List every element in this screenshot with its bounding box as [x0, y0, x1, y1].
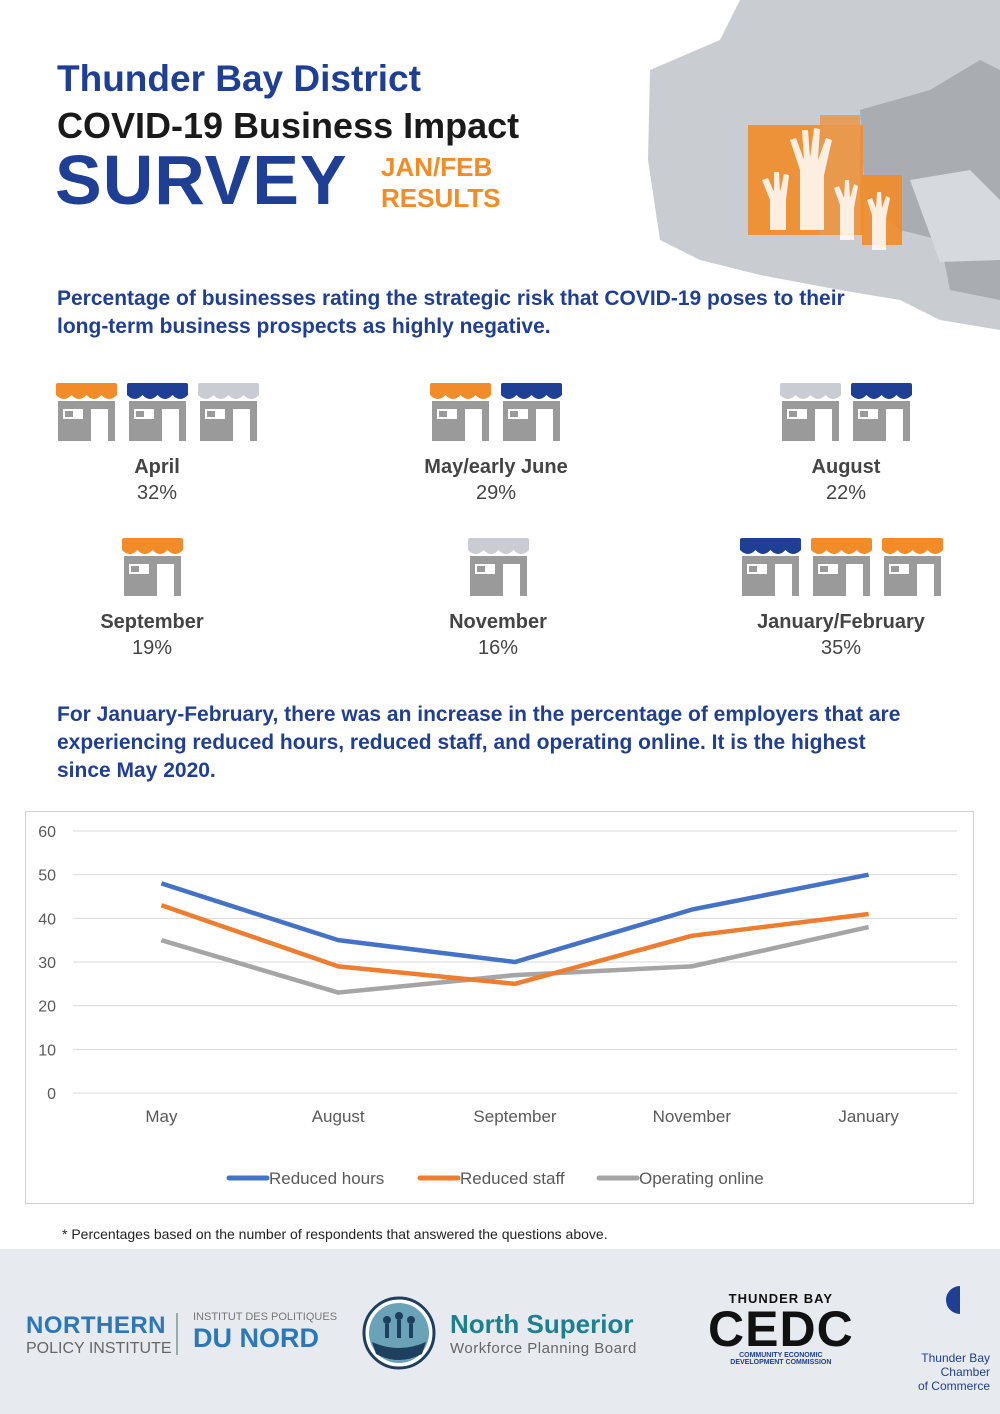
stat-value: 16%: [477, 637, 519, 659]
y-tick-label: 10: [38, 1042, 56, 1059]
storefront-icon: [55, 383, 117, 441]
cedc-wordmark: CEDC: [708, 1301, 854, 1357]
x-tick-label: August: [312, 1107, 365, 1126]
cedc-top: THUNDER BAY: [728, 1291, 834, 1306]
stat-value: 35%: [820, 637, 862, 659]
stat-block: May/early June 29%: [366, 383, 626, 505]
storefront-icons: [711, 538, 971, 598]
storefront-icons: [27, 383, 287, 443]
nswpb-emblem-icon: [362, 1296, 436, 1370]
section-heading-risk: Percentage of businesses rating the stra…: [57, 287, 845, 338]
y-tick-label: 20: [38, 999, 56, 1016]
logo-divider: [176, 1313, 178, 1355]
chamber-emblem-icon: [928, 1278, 960, 1342]
stat-block: January/February 35%: [711, 538, 971, 660]
nswpb-logo: North Superior Workforce Planning Board: [362, 1296, 637, 1370]
idn-logo: INSTITUT DES POLITIQUES DU NORD: [193, 1311, 337, 1354]
x-tick-label: September: [473, 1107, 556, 1126]
y-tick-label: 40: [38, 911, 56, 928]
storefront-icon: [810, 538, 872, 596]
cedc-logo: THUNDER BAY CEDC COMMUNITY ECONOMIC DEVE…: [708, 1291, 854, 1366]
npi-subname: POLICY INSTITUTE: [26, 1340, 172, 1357]
storefront-icon: [780, 383, 841, 441]
results-badge: JAN/FEB RESULTS: [381, 152, 500, 214]
stat-value: 32%: [136, 482, 178, 504]
storefront-icon: [430, 383, 491, 441]
x-tick-label: January: [838, 1107, 899, 1126]
y-tick-label: 60: [38, 824, 56, 841]
y-tick-label: 50: [38, 868, 56, 885]
y-tick-label: 30: [38, 955, 56, 972]
storefront-icons: [366, 383, 626, 443]
storefront-icon: [501, 383, 562, 441]
stat-label: April: [134, 456, 180, 478]
series-line-reduced-hours: [160, 872, 870, 965]
stat-label: September: [100, 611, 204, 633]
stat-value: 22%: [825, 482, 867, 504]
section-heading-trend: For January-February, there was an incre…: [57, 703, 901, 782]
chamber-line-1: Thunder Bay: [921, 1351, 990, 1365]
badge-line-1: JAN/FEB: [381, 152, 493, 182]
y-tick-label: 0: [47, 1086, 56, 1103]
storefront-icons: [22, 538, 282, 598]
series-line-operating-online: [160, 924, 870, 995]
chamber-line-3: of Commerce: [917, 1379, 990, 1393]
storefront-icons: [368, 538, 628, 598]
chamber-line-2: Chamber: [940, 1365, 990, 1379]
legend-label: Reduced staff: [460, 1169, 565, 1188]
title-line-2: COVID-19 Business Impact: [57, 105, 520, 146]
cedc-sub-2: DEVELOPMENT COMMISSION: [730, 1359, 832, 1366]
line-chart: 0 10 20 30 40 50 60 May August September November J…: [25, 811, 974, 1204]
legend-label: Operating online: [639, 1169, 764, 1188]
stat-value: 29%: [475, 482, 517, 504]
footer: [0, 1249, 1000, 1414]
stat-label: August: [811, 456, 881, 478]
title-line-1: Thunder Bay District: [57, 58, 421, 99]
stat-value: 19%: [131, 637, 173, 659]
title-survey: SURVEY: [55, 141, 348, 219]
storefront-icons: [716, 383, 976, 443]
stat-block: September 19%: [22, 538, 282, 660]
storefront-icon: [121, 538, 183, 596]
storefront-icon: [881, 538, 943, 596]
storefront-icon: [126, 383, 188, 441]
idn-name: DU NORD: [193, 1323, 319, 1353]
stat-block: August 22%: [716, 383, 976, 505]
chamber-logo: Thunder Bay Chamber of Commerce: [880, 1276, 990, 1393]
stat-block: April 32%: [27, 383, 287, 505]
footnote: * Percentages based on the number of res…: [62, 1226, 608, 1242]
stat-label: May/early June: [424, 456, 568, 478]
series-line-reduced-staff: [160, 903, 869, 987]
storefront-icon: [197, 383, 259, 441]
stat-label: January/February: [757, 611, 925, 633]
storefront-icon: [739, 538, 801, 596]
cedc-sub-1: COMMUNITY ECONOMIC: [739, 1352, 823, 1359]
badge-line-2: RESULTS: [381, 183, 501, 213]
nswpb-subname: Workforce Planning Board: [450, 1340, 637, 1357]
storefront-icon: [851, 383, 912, 441]
stat-label: November: [449, 611, 547, 633]
npi-name: NORTHERN: [26, 1312, 166, 1339]
legend-label: Reduced hours: [269, 1169, 384, 1188]
x-tick-label: November: [653, 1107, 732, 1126]
storefront-icon: [467, 538, 529, 596]
map-graphic: [648, 0, 1000, 330]
line-chart-svg: 0 10 20 30 40 50 60 May August September November J…: [38, 824, 957, 1188]
idn-subname: INSTITUT DES POLITIQUES: [193, 1311, 338, 1323]
x-tick-label: May: [145, 1107, 178, 1126]
raised-hands-icon: [762, 128, 890, 250]
stat-block: November 16%: [368, 538, 628, 660]
npi-logo: NORTHERN POLICY INSTITUTE: [26, 1312, 172, 1358]
nswpb-name: North Superior: [450, 1309, 634, 1339]
